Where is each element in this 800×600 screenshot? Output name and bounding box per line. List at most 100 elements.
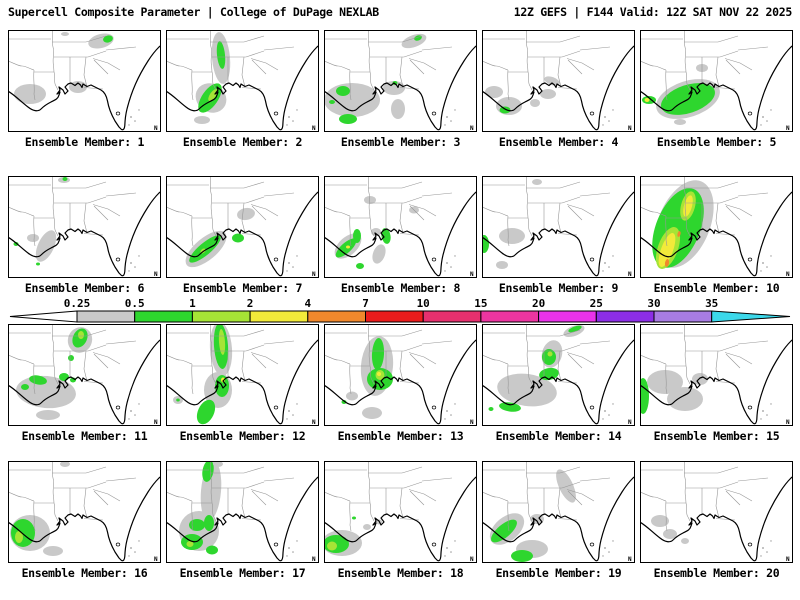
map-corner-mark: N	[154, 125, 158, 132]
ensemble-panel-15: N Ensemble Member: 15	[640, 324, 793, 443]
map-corner-mark: N	[154, 419, 158, 426]
map-ensemble-member-1: N	[8, 30, 161, 132]
map-ensemble-member-20: N	[640, 461, 793, 563]
map-ensemble-member-9: N	[482, 176, 635, 278]
map-ensemble-member-13: N	[324, 324, 477, 426]
panel-label: Ensemble Member: 11	[21, 429, 148, 443]
ensemble-panel-17: N Ensemble Member: 17	[166, 461, 319, 580]
panel-label: Ensemble Member: 14	[495, 429, 622, 443]
map-ensemble-member-3: N	[324, 30, 477, 132]
ensemble-row-3: N Ensemble Member: 11 N Ensemble Member: 12…	[8, 324, 793, 443]
map-corner-mark: N	[154, 556, 158, 563]
map-ensemble-member-6: N	[8, 176, 161, 278]
ensemble-panel-3: N Ensemble Member: 3	[324, 30, 477, 149]
panel-label: Ensemble Member: 10	[653, 281, 780, 295]
panel-label: Ensemble Member: 3	[340, 135, 461, 149]
ensemble-panel-20: N Ensemble Member: 20	[640, 461, 793, 580]
panel-label: Ensemble Member: 6	[24, 281, 145, 295]
ensemble-panel-2: N Ensemble Member: 2	[166, 30, 319, 149]
map-ensemble-member-5: N	[640, 30, 793, 132]
ensemble-panel-16: N Ensemble Member: 16	[8, 461, 161, 580]
ensemble-row-1: N Ensemble Member: 1 N Ensemble Member: 2 N E…	[8, 30, 793, 149]
panel-label: Ensemble Member: 15	[653, 429, 780, 443]
ensemble-panel-7: N Ensemble Member: 7	[166, 176, 319, 295]
ensemble-panel-6: N Ensemble Member: 6	[8, 176, 161, 295]
model-valid-time: 12Z GEFS | F144 Valid: 12Z SAT NOV 22 20…	[513, 5, 793, 19]
panel-label: Ensemble Member: 7	[182, 281, 303, 295]
map-ensemble-member-2: N	[166, 30, 319, 132]
map-corner-mark: N	[786, 125, 790, 132]
panel-label: Ensemble Member: 13	[337, 429, 464, 443]
ensemble-panel-18: N Ensemble Member: 18	[324, 461, 477, 580]
ensemble-panel-11: N Ensemble Member: 11	[8, 324, 161, 443]
panel-label: Ensemble Member: 4	[498, 135, 619, 149]
ensemble-panel-8: N Ensemble Member: 8	[324, 176, 477, 295]
panel-label: Ensemble Member: 1	[24, 135, 145, 149]
page-title: Supercell Composite Parameter | College …	[8, 5, 379, 19]
ensemble-panel-12: N Ensemble Member: 12	[166, 324, 319, 443]
colorbar-tick-label: 0.25	[64, 297, 91, 310]
ensemble-row-4: N Ensemble Member: 16 N Ensemble Member: 17…	[8, 461, 793, 580]
map-ensemble-member-10: N	[640, 176, 793, 278]
map-corner-mark: N	[470, 271, 474, 278]
map-ensemble-member-14: N	[482, 324, 635, 426]
colorbar-tick-label: 20	[532, 297, 545, 310]
map-ensemble-member-16: N	[8, 461, 161, 563]
ensemble-panel-13: N Ensemble Member: 13	[324, 324, 477, 443]
colorbar-tick-label: 15	[474, 297, 487, 310]
panel-label: Ensemble Member: 12	[179, 429, 306, 443]
map-corner-mark: N	[154, 271, 158, 278]
colorbar-tick-label: 2	[247, 297, 254, 310]
map-corner-mark: N	[312, 556, 316, 563]
map-ensemble-member-11: N	[8, 324, 161, 426]
map-corner-mark: N	[470, 419, 474, 426]
map-corner-mark: N	[786, 556, 790, 563]
colorbar-tick-label: 30	[647, 297, 660, 310]
ensemble-panel-1: N Ensemble Member: 1	[8, 30, 161, 149]
map-ensemble-member-19: N	[482, 461, 635, 563]
map-corner-mark: N	[470, 556, 474, 563]
colorbar-scale: 0.25 0.5 1 2 4 7 10 15 20 25 30 35	[9, 297, 791, 323]
panel-label: Ensemble Member: 18	[337, 566, 464, 580]
map-ensemble-member-18: N	[324, 461, 477, 563]
header: Supercell Composite Parameter | College …	[8, 5, 792, 19]
colorbar: 0.25 0.5 1 2 4 7 10 15 20 25 30 35	[8, 296, 792, 324]
panel-label: Ensemble Member: 20	[653, 566, 780, 580]
map-corner-mark: N	[628, 419, 632, 426]
map-ensemble-member-17: N	[166, 461, 319, 563]
map-ensemble-member-15: N	[640, 324, 793, 426]
ensemble-panel-10: N Ensemble Member: 10	[640, 176, 793, 295]
colorbar-tick-label: 35	[705, 297, 718, 310]
map-corner-mark: N	[786, 419, 790, 426]
panel-label: Ensemble Member: 8	[340, 281, 461, 295]
map-ensemble-member-4: N	[482, 30, 635, 132]
colorbar-tick-label: 25	[590, 297, 603, 310]
map-corner-mark: N	[628, 125, 632, 132]
colorbar-tick-label: 7	[362, 297, 369, 310]
colorbar-tick-label: 4	[304, 297, 311, 310]
map-corner-mark: N	[312, 419, 316, 426]
panel-label: Ensemble Member: 2	[182, 135, 303, 149]
ensemble-panel-9: N Ensemble Member: 9	[482, 176, 635, 295]
map-corner-mark: N	[312, 125, 316, 132]
map-corner-mark: N	[470, 125, 474, 132]
map-corner-mark: N	[312, 271, 316, 278]
panel-label: Ensemble Member: 5	[656, 135, 777, 149]
ensemble-panel-5: N Ensemble Member: 5	[640, 30, 793, 149]
map-corner-mark: N	[628, 271, 632, 278]
panel-label: Ensemble Member: 17	[179, 566, 306, 580]
panel-label: Ensemble Member: 19	[495, 566, 622, 580]
ensemble-panel-14: N Ensemble Member: 14	[482, 324, 635, 443]
colorbar-tick-label: 1	[189, 297, 196, 310]
map-corner-mark: N	[786, 271, 790, 278]
colorbar-tick-label: 10	[417, 297, 430, 310]
map-ensemble-member-7: N	[166, 176, 319, 278]
colorbar-tick-label: 0.5	[125, 297, 145, 310]
map-ensemble-member-8: N	[324, 176, 477, 278]
ensemble-panel-19: N Ensemble Member: 19	[482, 461, 635, 580]
map-ensemble-member-12: N	[166, 324, 319, 426]
ensemble-panel-4: N Ensemble Member: 4	[482, 30, 635, 149]
panel-label: Ensemble Member: 9	[498, 281, 619, 295]
